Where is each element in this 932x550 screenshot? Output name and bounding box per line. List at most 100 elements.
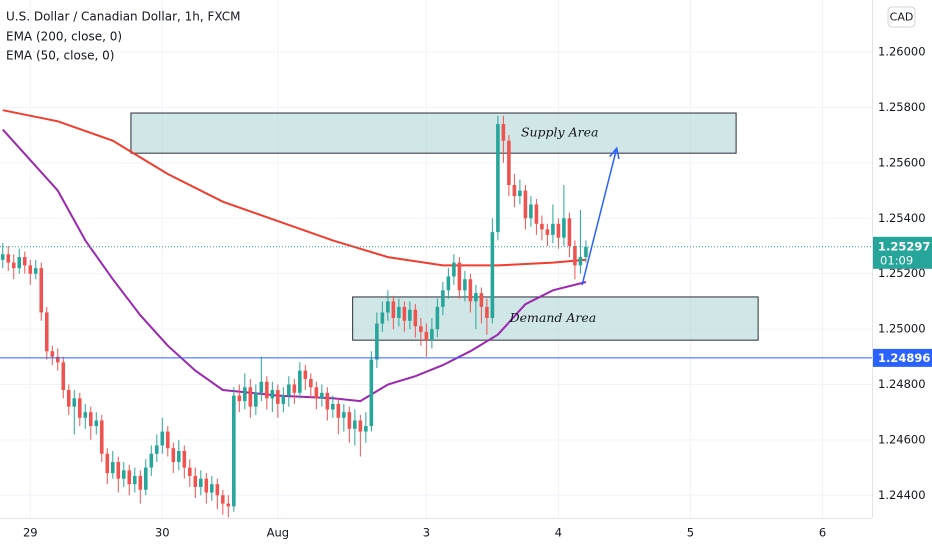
y-tick-label: 1.25200 — [878, 266, 926, 280]
candle-body — [342, 412, 346, 418]
x-tick-label: 30 — [155, 526, 170, 540]
candle-body — [325, 392, 330, 410]
candle-body — [435, 306, 440, 330]
currency-label[interactable]: CAD — [890, 11, 914, 24]
x-tick-label: 4 — [555, 526, 562, 540]
candle-body — [507, 140, 511, 186]
zone-box — [130, 112, 737, 154]
candle-body — [512, 185, 517, 197]
candle-body — [199, 478, 203, 487]
candle-body — [452, 262, 456, 277]
candle-body — [281, 395, 286, 404]
candle-body — [402, 306, 407, 321]
candle-body — [265, 381, 269, 399]
candle-body — [144, 467, 148, 490]
zones — [130, 112, 759, 341]
candle-body — [298, 370, 302, 393]
candle-body — [193, 475, 198, 487]
candle-body — [562, 218, 566, 238]
y-tick-label: 1.24400 — [878, 488, 926, 502]
candle-body — [292, 384, 297, 393]
candle-body — [424, 331, 429, 341]
y-tick-label: 1.24800 — [878, 377, 926, 391]
overlay: Supply Area Demand Area — [0, 125, 872, 359]
countdown-label: 01:09 — [880, 253, 913, 267]
candle-body — [347, 412, 352, 429]
candle-body — [215, 484, 220, 496]
candle-body — [457, 262, 462, 291]
candle-body — [331, 403, 335, 410]
candle-body — [369, 359, 374, 427]
candle-body — [155, 445, 159, 454]
candle-body — [468, 279, 473, 302]
legend-entry: EMA (200, close, 0) — [6, 30, 122, 44]
candle-body — [474, 293, 478, 302]
candle-body — [397, 306, 401, 319]
candle-body — [94, 420, 99, 427]
candle-body — [314, 387, 319, 399]
y-tick-label: 1.25800 — [878, 100, 926, 114]
candle-body — [479, 293, 484, 307]
candle-body — [276, 390, 280, 404]
candle-body — [221, 495, 225, 504]
candle-body — [182, 450, 187, 468]
ema-line — [2, 109, 586, 267]
candle-body — [248, 387, 253, 407]
candle-body — [243, 387, 247, 402]
legend-entry: EMA (50, close, 0) — [6, 49, 114, 63]
candle-body — [160, 431, 165, 446]
x-tick-label: Aug — [267, 526, 289, 540]
y-tick-label: 1.26000 — [878, 45, 926, 59]
candle-body — [386, 301, 390, 313]
candle-body — [177, 450, 181, 463]
candle-body — [254, 392, 258, 407]
candle-body — [61, 362, 66, 391]
arrow-head — [609, 146, 620, 160]
candle-body — [44, 312, 49, 352]
candle-body — [17, 257, 22, 269]
x-tick-label: 3 — [423, 526, 430, 540]
candle-body — [149, 453, 154, 468]
x-tick-label: 29 — [23, 526, 38, 540]
candle-body — [446, 276, 451, 291]
candle-body — [110, 462, 115, 474]
candle-body — [358, 420, 363, 432]
legend: U.S. Dollar / Canadian Dollar, 1h, FXCM … — [6, 10, 241, 63]
candle-body — [501, 124, 506, 141]
x-tick-label: 5 — [687, 526, 694, 540]
candle-body — [188, 467, 192, 476]
candle-body — [226, 503, 231, 507]
indicator-lines — [2, 109, 587, 403]
y-tick-label: 1.25000 — [878, 322, 926, 336]
candle-body — [419, 326, 423, 332]
candle-body — [485, 306, 489, 319]
last-price-label: 1.25297 — [878, 239, 930, 253]
candle-body — [83, 412, 88, 418]
last-price-box — [873, 236, 932, 269]
candle-body — [204, 478, 209, 493]
zone-label: Supply Area — [521, 125, 599, 140]
candle-body — [237, 395, 242, 402]
candle-body — [534, 204, 539, 224]
candle-body — [39, 268, 44, 313]
candle-body — [303, 370, 308, 379]
candle-body — [55, 356, 60, 363]
candle-body — [11, 262, 16, 269]
arrow-shaft — [581, 148, 618, 286]
candle-body — [496, 124, 500, 233]
candle-body — [28, 265, 33, 274]
candle-body — [523, 190, 528, 219]
price-label-box — [873, 348, 932, 367]
candle-body — [127, 470, 132, 485]
candle-body — [320, 392, 324, 399]
candle-body — [105, 453, 110, 474]
candle-body — [50, 351, 55, 357]
x-tick-label: 6 — [819, 526, 826, 540]
candle-body — [121, 470, 126, 479]
currency-button[interactable] — [887, 6, 916, 28]
price-label: 1.24896 — [878, 351, 930, 365]
candle-body — [287, 384, 291, 396]
grid — [0, 0, 872, 518]
y-tick-label: 1.24600 — [878, 432, 926, 446]
